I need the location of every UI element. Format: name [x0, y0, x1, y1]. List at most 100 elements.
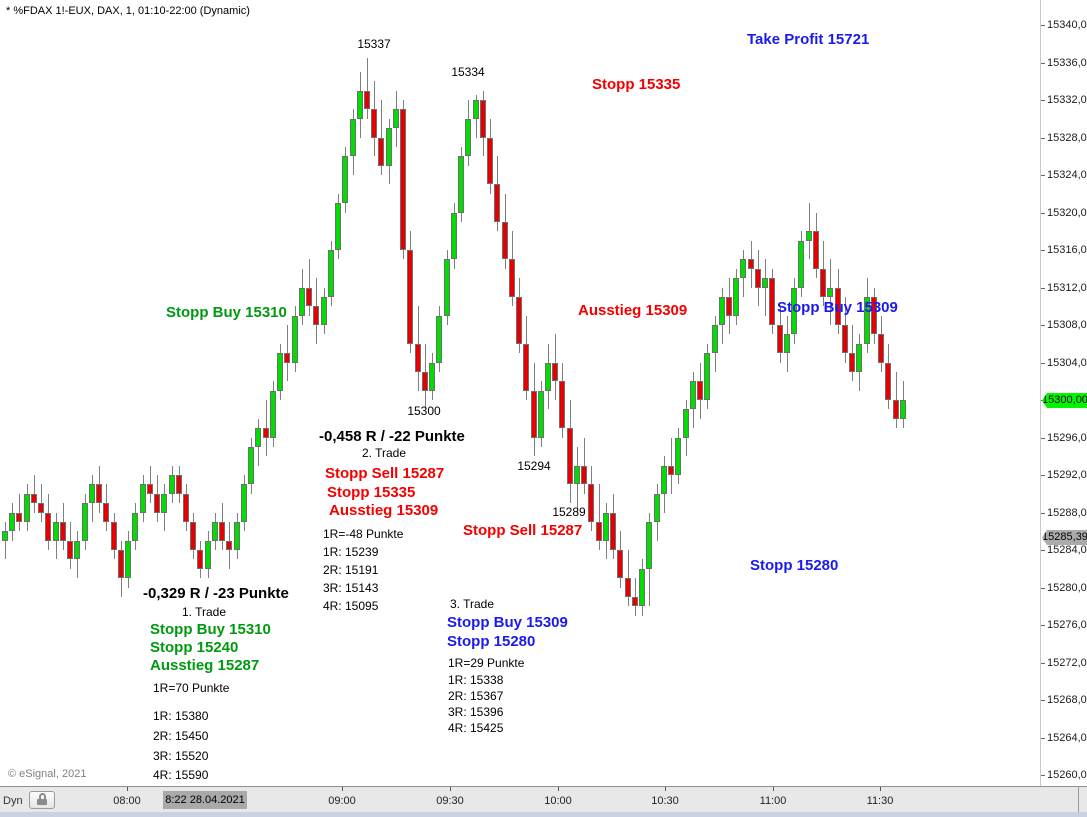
candle-body: [16, 512, 22, 522]
candle-body: [755, 268, 761, 288]
candle-body: [350, 118, 356, 157]
trade-1-line: Stopp 15240: [150, 639, 239, 656]
candle-body: [140, 484, 146, 513]
trade-2-line: 2. Trade: [362, 446, 407, 460]
trade-1-line: 1R=70 Punkte: [153, 681, 230, 695]
time-axis-label: 10:30: [651, 795, 679, 807]
trade-3-line: 1R=29 Punkte: [448, 656, 525, 670]
price-axis[interactable]: 15340,00 15336,00 15332,00 15328,00 15324,00…: [1040, 0, 1087, 786]
horizontal-scroll-strip: [0, 812, 1087, 817]
trade-1-line: -0,329 R / -23 Punkte: [143, 585, 289, 602]
candle-body: [270, 390, 276, 438]
candle-body: [465, 118, 471, 157]
price-tick: [1041, 700, 1045, 701]
price-axis-label: 15312,00: [1047, 282, 1087, 294]
candle-body: [234, 521, 240, 550]
trade-3-line: Stopp 15280: [447, 633, 536, 650]
candle-body: [263, 428, 269, 438]
candle-body: [31, 493, 37, 504]
candle-body: [574, 465, 580, 485]
candle-body: [646, 521, 652, 569]
time-tick: [880, 787, 881, 791]
price-tick: [1041, 438, 1045, 439]
candle-wick: [5, 521, 6, 560]
candle-body: [205, 540, 211, 569]
candle-body: [748, 259, 754, 269]
candle-body: [328, 250, 334, 297]
trade-1-line: 1. Trade: [182, 605, 227, 619]
candle-body: [226, 540, 232, 550]
candle-body: [183, 493, 189, 522]
candle-body: [67, 540, 73, 560]
time-tick: [773, 787, 774, 791]
candle-body: [885, 362, 891, 400]
candle-body: [125, 540, 131, 579]
candle-body: [900, 400, 906, 419]
candle-body: [480, 100, 486, 138]
candle-body: [494, 184, 500, 222]
candle-body: [538, 390, 544, 438]
candle-body: [827, 287, 833, 297]
candle-body: [668, 465, 674, 475]
price-tick: [1041, 550, 1045, 551]
candle-body: [509, 259, 515, 297]
time-axis-divider: [1078, 787, 1079, 813]
candle-body: [53, 521, 59, 541]
time-axis-label: 09:30: [436, 795, 464, 807]
trade-2-line: Stopp Sell 15287: [325, 465, 445, 482]
candle-body: [719, 296, 725, 325]
candle-body: [639, 568, 645, 607]
scale-lock-button[interactable]: [29, 791, 55, 809]
candle-body: [161, 493, 167, 513]
candle-body: [321, 296, 327, 325]
candle-body: [306, 287, 312, 307]
candle-body: [74, 540, 80, 560]
candle-body: [654, 493, 660, 522]
trade-2-line: Ausstieg 15309: [329, 502, 439, 519]
candle-body: [45, 512, 51, 541]
candle-body: [849, 353, 855, 372]
price-axis-label: 15304,00: [1047, 357, 1087, 369]
candle-body: [147, 484, 153, 494]
candle-body: [118, 550, 124, 579]
candle-body: [357, 90, 363, 119]
candle-body: [241, 484, 247, 522]
trade-3-line: 1R: 15338: [448, 673, 504, 687]
price-tick: [1041, 325, 1045, 326]
candle-body: [675, 437, 681, 475]
candle-body: [733, 278, 739, 316]
chart-annotation: 15294: [517, 459, 551, 473]
price-tick: [1041, 100, 1045, 101]
candle-body: [400, 109, 406, 250]
candle-body: [24, 493, 30, 522]
trade-2-line: 2R: 15191: [323, 563, 379, 577]
candle-body: [422, 371, 428, 391]
candle-body: [683, 409, 689, 438]
trade-1-line: 1R: 15380: [153, 709, 209, 723]
candle-body: [661, 465, 667, 494]
candle-body: [277, 353, 283, 391]
candle-body: [393, 109, 399, 129]
time-axis[interactable]: Dyn 8:22 28.04.2021 08:00 09:00 09:30 10:00…: [0, 786, 1087, 813]
candle-body: [284, 353, 290, 363]
candle-body: [813, 231, 819, 269]
time-axis-label: 11:00: [759, 795, 787, 807]
price-tick: [1041, 475, 1045, 476]
candle-body: [371, 109, 377, 138]
candle-body: [444, 259, 450, 316]
candle-body: [632, 596, 638, 607]
candle-body: [531, 390, 537, 438]
candle-body: [769, 278, 775, 325]
time-axis-label: 10:00: [544, 795, 572, 807]
price-tick: [1041, 775, 1045, 776]
price-axis-label: 15340,00: [1047, 19, 1087, 31]
price-tick: [1041, 363, 1045, 364]
trade-2-line: -0,458 R / -22 Punkte: [319, 428, 465, 445]
candle-body: [784, 334, 790, 354]
candle-body: [893, 400, 899, 419]
candle-body: [842, 325, 848, 354]
candle-body: [878, 334, 884, 363]
copyright-label: © eSignal, 2021: [8, 768, 87, 780]
chart-plot-area[interactable]: * %FDAX 1!-EUX, DAX, 1, 01:10-22:00 (Dyn…: [0, 0, 1040, 786]
time-tick: [450, 787, 451, 791]
